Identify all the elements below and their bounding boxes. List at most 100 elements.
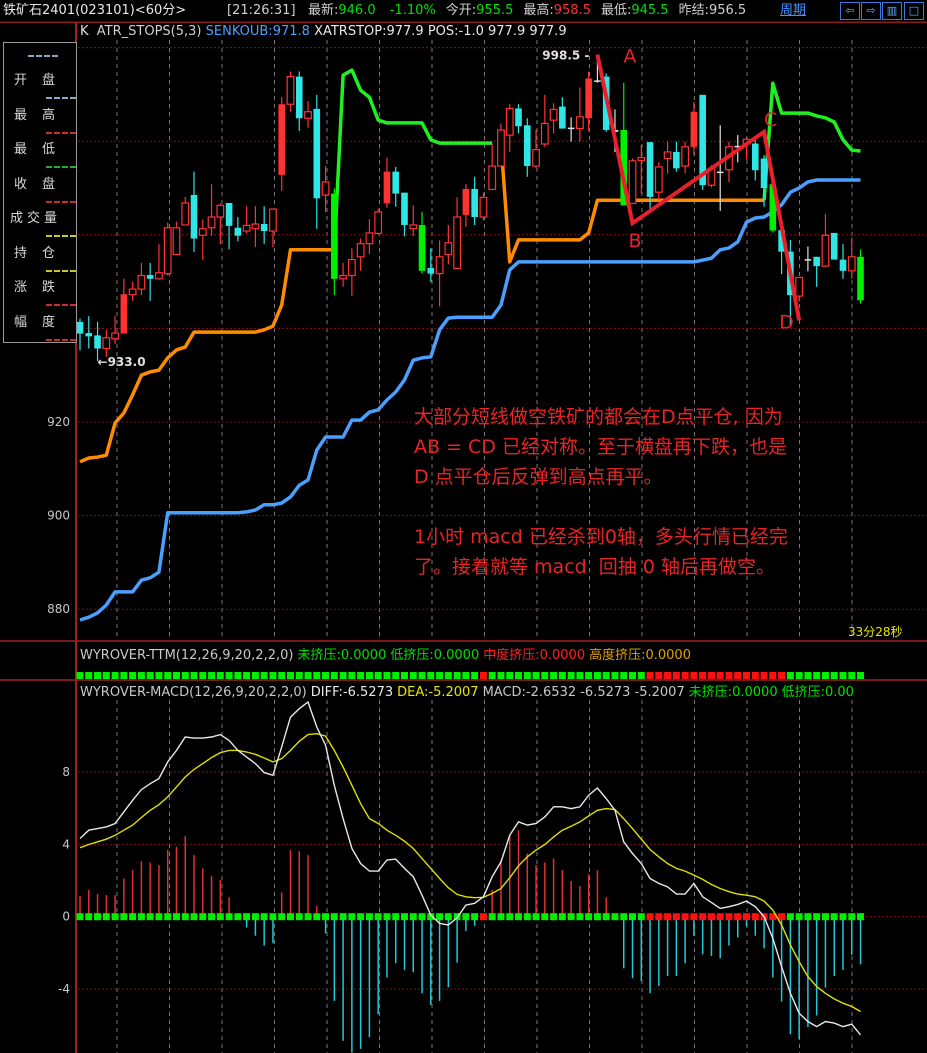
dea-line xyxy=(79,732,861,1013)
macd-zero-square xyxy=(751,913,759,921)
candle xyxy=(847,237,856,279)
candle xyxy=(654,162,663,201)
macd-zero-square xyxy=(795,913,803,921)
candle-body xyxy=(234,227,242,236)
ttm-square xyxy=(374,672,382,679)
arrow-right-icon[interactable]: ⇨ xyxy=(861,2,881,20)
macd-zero-square xyxy=(655,913,663,921)
ttm-square xyxy=(857,672,865,679)
ttm-square xyxy=(550,672,558,679)
candle-body xyxy=(111,332,119,340)
candle xyxy=(497,123,505,167)
candle-body xyxy=(778,230,785,252)
legend-k: K xyxy=(80,24,89,39)
candle-body xyxy=(181,202,190,226)
title-bar: 铁矿石2401(023101)<60分> [21:26:31] 最新:946.0… xyxy=(0,0,927,23)
window-icon[interactable]: □ xyxy=(904,2,924,20)
macd-zero-square xyxy=(515,913,522,921)
split-icon[interactable]: ▥ xyxy=(882,2,902,20)
macd-zero-square xyxy=(357,913,365,921)
quote-label: 昨结: xyxy=(678,3,709,18)
macd-zero-square xyxy=(593,913,601,921)
ttm-square xyxy=(357,672,365,679)
ttm-square xyxy=(699,672,707,679)
legend-box-item: 幅度 xyxy=(4,309,76,343)
legend-box-swatch xyxy=(46,338,76,341)
legend-box-swatch xyxy=(46,131,76,134)
clock-time: [21:26:31] xyxy=(227,3,296,18)
candle xyxy=(286,71,295,112)
ttm-square xyxy=(339,672,347,679)
candle xyxy=(453,197,462,270)
macd-zero-square xyxy=(778,913,786,921)
macd-zero-square xyxy=(322,913,330,921)
macd-zero-square xyxy=(146,913,154,921)
arrow-left-icon[interactable]: ⇦ xyxy=(840,2,860,20)
ttm-square xyxy=(795,672,803,679)
ttm-square xyxy=(497,672,505,679)
period-link[interactable]: 周期 xyxy=(780,3,807,18)
candle-body xyxy=(690,111,698,147)
candle-body xyxy=(515,108,522,127)
ttm-square xyxy=(146,672,154,679)
quote-value: 946.0 xyxy=(338,3,376,18)
macd-zero-square xyxy=(664,913,672,921)
macd-zero-square xyxy=(444,913,452,921)
candle xyxy=(260,206,268,244)
candle xyxy=(313,94,321,229)
candle-body xyxy=(444,242,453,256)
legend-box-item: 开盘 xyxy=(4,67,76,101)
series-line-senkoub xyxy=(79,178,861,622)
candle-body xyxy=(505,107,514,136)
candle-body xyxy=(523,125,531,167)
quote-item: 昨结:956.5 xyxy=(679,3,751,18)
annotation-line: D 点平仓后反弹到高点再平。 xyxy=(414,466,663,488)
candle-body xyxy=(435,256,444,275)
macd-zero-square xyxy=(295,913,303,921)
ttm-square xyxy=(444,672,452,679)
legend-box-swatch xyxy=(46,235,76,237)
candle-body xyxy=(497,129,505,167)
candle-body xyxy=(620,129,628,206)
candle xyxy=(418,211,426,274)
legend-box-label: 成交量 xyxy=(10,211,62,226)
ttm-square xyxy=(409,672,417,679)
macd-zero-square xyxy=(672,913,680,921)
macd-zero-square xyxy=(699,913,707,921)
candle xyxy=(515,104,522,134)
ttm-square xyxy=(208,672,216,679)
macd-zero-square xyxy=(374,913,382,921)
macd-legend: WYROVER-MACD(12,26,9,20,2,2,0) DIFF:-6.52… xyxy=(80,685,858,701)
legend-box-item: 收盘 xyxy=(4,171,76,205)
candle xyxy=(559,97,566,129)
ttm-square xyxy=(260,672,268,679)
candle xyxy=(821,213,830,267)
macd-zero-square xyxy=(400,913,408,921)
candle xyxy=(278,97,286,191)
legend-box-swatch xyxy=(46,304,76,306)
candle-body xyxy=(830,232,838,260)
ttm-square xyxy=(629,672,637,679)
quote-value: 955.5 xyxy=(476,3,514,18)
macd-zero-square xyxy=(164,913,172,921)
candle xyxy=(716,125,724,211)
series-line-atr_stops xyxy=(79,248,335,464)
ttm-square xyxy=(155,672,163,679)
ttm-value: 中度挤压:0.0000 xyxy=(483,648,586,663)
low-price-label: ←933.0 xyxy=(98,355,146,369)
macd-zero-square xyxy=(120,913,128,921)
macd-zero-square xyxy=(620,913,628,921)
candle xyxy=(567,117,575,142)
ttm-square xyxy=(85,672,93,679)
candle xyxy=(479,192,488,221)
candle xyxy=(269,208,277,248)
legend-box-item: 最低 xyxy=(4,136,76,170)
legend-box-label: 最低 xyxy=(14,142,71,157)
candle-body xyxy=(559,106,566,129)
ttm-square xyxy=(286,672,294,679)
ttm-square xyxy=(523,672,531,679)
macd-zero-square xyxy=(129,913,137,921)
macd-zero-square xyxy=(743,913,751,921)
candle xyxy=(120,278,128,334)
